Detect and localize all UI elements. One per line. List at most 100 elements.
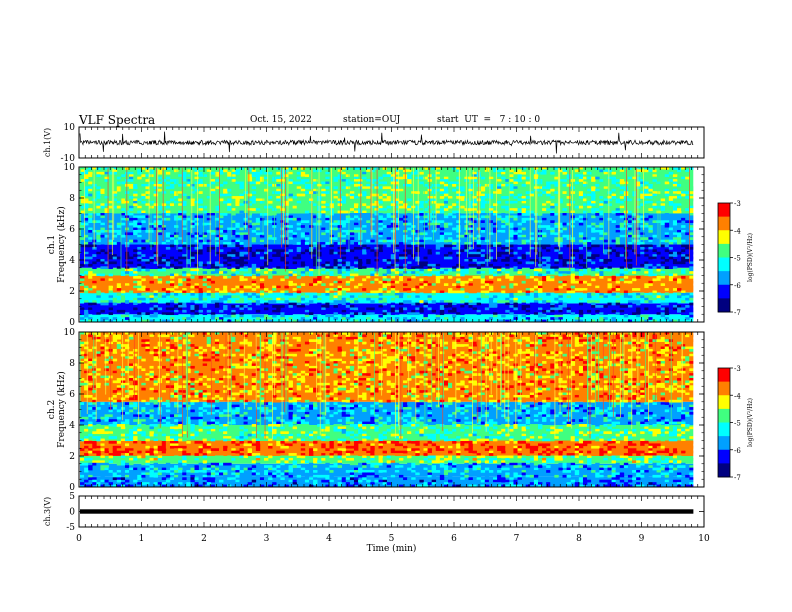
psd-cell: [456, 256, 461, 260]
psd-cell: [378, 290, 383, 294]
psd-cell: [488, 193, 494, 197]
psd-cell: [587, 254, 592, 257]
psd-cell: [214, 186, 220, 190]
psd-cell: [186, 232, 191, 236]
psd-cell: [521, 198, 527, 202]
psd-cell: [386, 259, 392, 262]
psd-cell: [345, 285, 351, 289]
psd-cell: [398, 244, 404, 248]
psd-cell: [517, 186, 522, 190]
psd-cell: [488, 275, 494, 279]
psd-cell: [149, 220, 154, 224]
psd-cell: [157, 314, 163, 318]
psd-cell: [468, 208, 473, 211]
psd-cell: [96, 237, 101, 240]
psd-cell: [636, 302, 641, 306]
psd-cell: [648, 244, 653, 248]
psd-cell: [525, 239, 531, 243]
psd-cell: [607, 232, 612, 236]
psd-cell: [493, 227, 498, 231]
psd-cell: [566, 234, 571, 238]
psd-cell: [251, 186, 257, 190]
psd-cell: [239, 263, 244, 267]
psd-cell: [112, 297, 118, 301]
psd-cell: [582, 239, 588, 243]
psd-cell: [550, 203, 555, 207]
psd-cell: [259, 232, 265, 236]
psd-cell: [501, 171, 506, 175]
psd-cell: [333, 191, 338, 194]
psd-cell: [456, 273, 461, 277]
psd-cell: [566, 193, 571, 197]
psd-cell: [603, 268, 608, 272]
psd-cell: [124, 283, 130, 286]
psd-cell: [247, 222, 253, 226]
psd-cell: [611, 179, 616, 182]
psd-cell: [513, 263, 518, 267]
psd-cell: [411, 309, 416, 313]
psd-cell: [157, 268, 163, 272]
psd-cell: [386, 217, 392, 221]
psd-cell: [137, 205, 142, 209]
psd-cell: [202, 220, 208, 224]
psd-cell: [370, 290, 375, 294]
psd-cell: [493, 305, 498, 308]
psd-cell: [329, 273, 334, 277]
psd-cell: [223, 188, 228, 192]
psd-cell: [239, 268, 244, 272]
psd-cell: [443, 167, 449, 170]
psd-cell: [603, 312, 608, 316]
psd-cell: [374, 191, 379, 194]
psd-cell: [456, 263, 461, 267]
psd-cell: [300, 288, 306, 291]
psd-cell: [251, 174, 257, 177]
psd-cell: [304, 268, 310, 272]
psd-cell: [452, 179, 457, 182]
psd-cell: [284, 254, 289, 257]
psd-cell: [178, 256, 183, 260]
psd-cell: [468, 234, 473, 238]
psd-cell: [345, 242, 351, 245]
psd-cell: [632, 229, 637, 233]
psd-cell: [247, 295, 253, 299]
psd-cell: [304, 198, 310, 202]
psd-cell: [615, 191, 621, 194]
psd-cell: [182, 307, 187, 311]
psd-cell: [96, 278, 101, 282]
psd-cell: [161, 297, 167, 301]
psd-cell: [443, 251, 449, 255]
psd-cell: [566, 196, 571, 199]
psd-cell: [558, 285, 563, 289]
psd-cell: [374, 280, 379, 284]
psd-cell: [243, 280, 248, 284]
psd-cell: [505, 317, 510, 320]
psd-cell: [652, 319, 657, 323]
psd-cell: [595, 213, 600, 216]
psd-cell: [194, 171, 199, 175]
psd-cell: [313, 319, 318, 323]
psd-cell: [493, 222, 498, 226]
psd-cell: [255, 179, 261, 182]
psd-cell: [235, 222, 240, 226]
psd-cell: [337, 210, 343, 214]
psd-cell: [431, 295, 437, 299]
psd-cell: [304, 297, 310, 301]
psd-cell: [443, 179, 449, 182]
psd-cell: [227, 196, 232, 199]
psd-cell: [378, 280, 383, 284]
psd-cell: [542, 196, 547, 199]
psd-cell: [247, 215, 253, 219]
psd-cell: [194, 305, 199, 308]
psd-cell: [591, 266, 596, 270]
psd-cell: [644, 213, 649, 216]
psd-cell: [194, 169, 199, 173]
psd-cell: [619, 249, 625, 253]
psd-cell: [161, 217, 167, 221]
psd-cell: [595, 285, 600, 289]
psd-cell: [186, 256, 191, 260]
psd-cell: [219, 254, 224, 257]
psd-cell: [460, 312, 465, 316]
psd-cell: [513, 297, 518, 301]
psd-cell: [157, 295, 163, 299]
psd-cell: [632, 200, 637, 204]
